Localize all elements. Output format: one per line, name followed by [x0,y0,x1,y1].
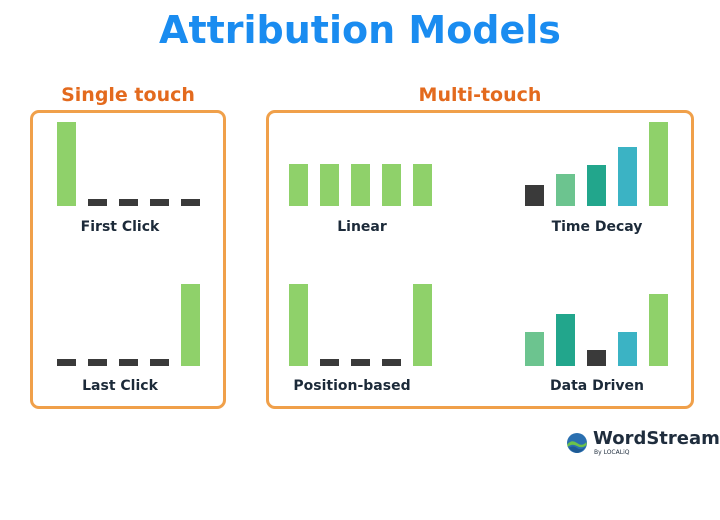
linear-label: Linear [337,219,387,235]
last-click-label: Last Click [82,378,158,394]
first-click-bar-2 [88,199,107,206]
first-click-bar-4 [150,199,169,206]
time-decay-label: Time Decay [551,219,643,235]
time-decay-bar-4 [618,147,637,206]
position-based-bar-3 [351,359,370,366]
single-touch-frame [30,110,226,409]
last-click-bar-4 [150,359,169,366]
single-touch-heading: Single touch [61,84,195,106]
time-decay-bar-2 [556,174,575,206]
first-click-bar-3 [119,199,138,206]
multi-touch-heading: Multi-touch [418,84,542,106]
page-title: Attribution Models [159,8,561,52]
time-decay-bar-5 [649,122,668,206]
data-driven-bar-2 [556,314,575,366]
position-based-label: Position-based [293,378,411,394]
last-click-bar-2 [88,359,107,366]
multi-touch-frame [266,110,694,409]
data-driven-bar-4 [618,332,637,366]
first-click-bar-1 [57,122,76,206]
first-click-bar-5 [181,199,200,206]
time-decay-bar-1 [525,185,544,206]
data-driven-bar-5 [649,294,668,366]
first-click-label: First Click [80,219,160,235]
logo-name: WordStream [593,428,720,449]
data-driven-label: Data Driven [550,378,644,394]
linear-bar-3 [351,164,370,206]
wordstream-logo: WordStream By LOCALiQ [566,429,720,457]
position-based-bar-5 [413,284,432,366]
position-based-bar-4 [382,359,401,366]
data-driven-bar-1 [525,332,544,366]
last-click-bar-5 [181,284,200,366]
linear-bar-1 [289,164,308,206]
time-decay-bar-3 [587,165,606,206]
last-click-bar-3 [119,359,138,366]
linear-bar-5 [413,164,432,206]
last-click-bar-1 [57,359,76,366]
wordstream-wave-icon [567,433,587,453]
logo-sub: By LOCALiQ [594,449,630,456]
linear-bar-4 [382,164,401,206]
position-based-bar-2 [320,359,339,366]
position-based-bar-1 [289,284,308,366]
data-driven-bar-3 [587,350,606,366]
linear-bar-2 [320,164,339,206]
